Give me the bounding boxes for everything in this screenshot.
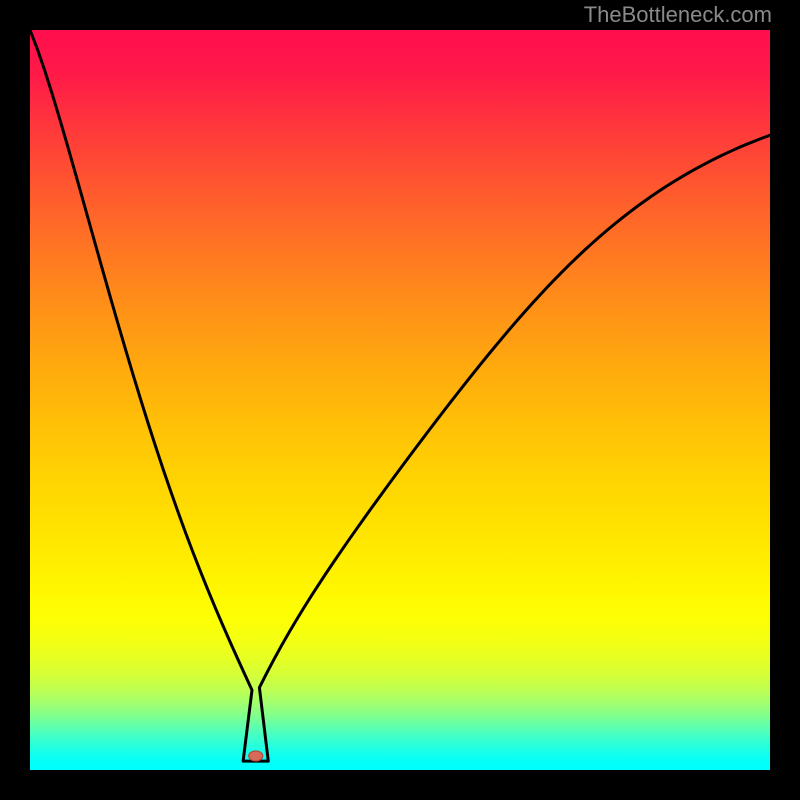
curve-layer — [30, 30, 770, 770]
plot-area — [30, 30, 770, 770]
watermark-text: TheBottleneck.com — [584, 2, 772, 28]
bottleneck-curve — [30, 30, 770, 761]
minimum-marker — [249, 751, 263, 761]
